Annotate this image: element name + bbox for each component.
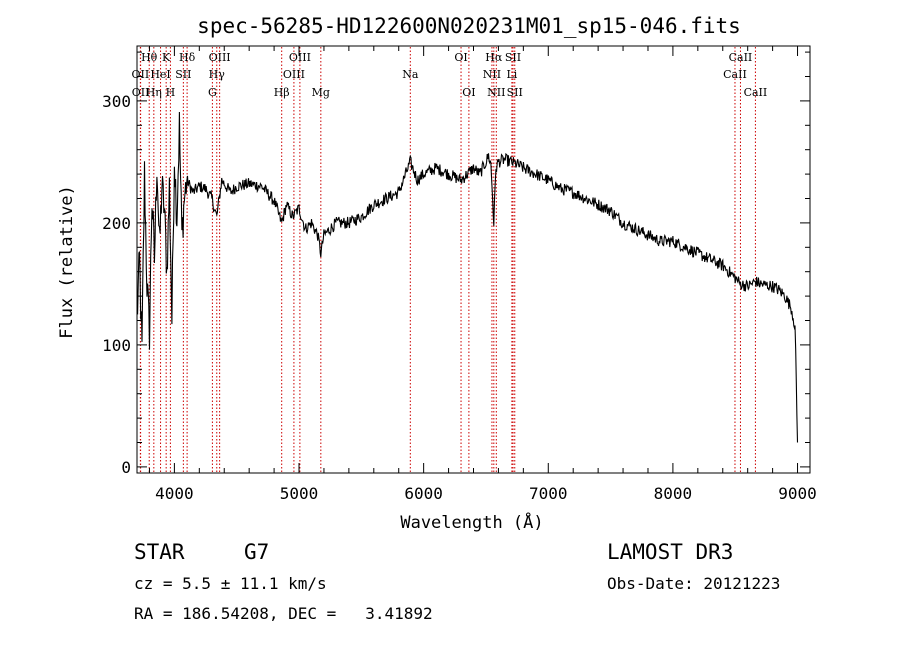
line-label-1: OII	[132, 68, 150, 81]
object-class: STAR	[134, 540, 185, 564]
line-label-24: SII	[507, 86, 523, 99]
y-tick-label: 100	[102, 336, 131, 355]
survey-name: LAMOST DR3	[607, 540, 734, 564]
y-axis-label: Flux (relative)	[57, 185, 77, 339]
y-tick-label: 0	[121, 458, 131, 477]
chart-title: spec-56285-HD122600N020231M01_sp15-046.f…	[197, 14, 741, 38]
x-tick-label: 8000	[654, 484, 693, 503]
line-label-0: Hθ	[141, 51, 158, 64]
spectral-line-labels: Hθ OII OII K HeI Hη SII H Hδ OIII Hγ G OIII OIII Hβ Mg N…	[132, 51, 768, 99]
line-label-20: NII	[483, 68, 501, 81]
line-label-21: NII	[487, 86, 505, 99]
line-label-22: SII	[505, 51, 521, 64]
line-label-14: Hβ	[274, 86, 290, 99]
coordinates: RA = 186.54208, DEC = 3.41892	[134, 604, 433, 623]
line-label-10: Hγ	[209, 68, 226, 81]
line-label-7: H	[166, 86, 176, 99]
line-label-2: OII	[132, 86, 150, 99]
obs-date: Obs-Date: 20121223	[607, 574, 781, 593]
line-label-15: Mg	[312, 86, 330, 99]
line-label-17: OI	[454, 51, 467, 64]
line-label-12: OIII	[289, 51, 311, 64]
line-label-4: HeI	[150, 68, 170, 81]
x-tick-label: 7000	[529, 484, 568, 503]
x-tick-label: 4000	[155, 484, 194, 503]
x-axis: 4000 5000 6000 7000 8000 9000	[148, 46, 817, 503]
line-label-25: CaII	[729, 51, 753, 64]
y-tick-label: 200	[102, 214, 131, 233]
line-label-16: Na	[402, 68, 419, 81]
line-label-5: Hη	[146, 86, 162, 99]
x-tick-label: 9000	[778, 484, 817, 503]
line-label-27: CaII	[744, 86, 768, 99]
x-tick-label: 6000	[404, 484, 443, 503]
spectral-line-markers	[139, 47, 756, 472]
line-label-23: Li	[506, 68, 517, 81]
line-label-26: CaII	[723, 68, 747, 81]
line-label-6: SII	[175, 68, 191, 81]
y-axis: 0 100 200 300	[102, 51, 810, 477]
line-label-8: Hδ	[179, 51, 196, 64]
line-label-13: OIII	[283, 68, 305, 81]
line-label-3: K	[162, 51, 171, 64]
line-label-18: OI	[462, 86, 475, 99]
line-label-9: OIII	[209, 51, 231, 64]
plot-frame	[136, 45, 811, 474]
y-tick-label: 300	[102, 92, 131, 111]
redshift-value: cz = 5.5 ± 11.1 km/s	[134, 574, 327, 593]
subclass: G7	[244, 540, 270, 564]
line-label-11: G	[208, 86, 217, 99]
line-label-19: Hα	[485, 51, 503, 64]
spectrum-line	[136, 111, 799, 443]
x-axis-label: Wavelength (Å)	[400, 511, 543, 533]
x-tick-label: 5000	[280, 484, 319, 503]
